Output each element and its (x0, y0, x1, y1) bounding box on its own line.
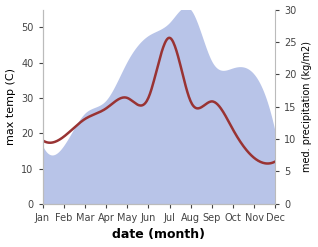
Y-axis label: med. precipitation (kg/m2): med. precipitation (kg/m2) (302, 41, 313, 172)
Y-axis label: max temp (C): max temp (C) (5, 68, 16, 145)
X-axis label: date (month): date (month) (113, 228, 205, 242)
